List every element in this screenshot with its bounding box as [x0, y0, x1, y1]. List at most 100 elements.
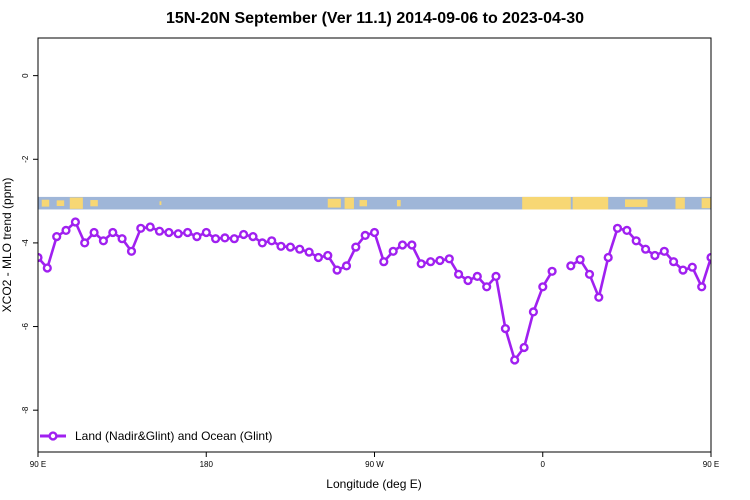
- data-point: [173, 229, 183, 239]
- data-point: [201, 227, 211, 238]
- map-land-area: [69, 197, 83, 209]
- map-land-area: [56, 200, 65, 207]
- data-point: [622, 225, 632, 236]
- map-strip: [38, 196, 745, 210]
- data-point: [435, 255, 445, 266]
- chart-title: 15N-20N September (Ver 11.1) 2014-09-06 …: [165, 10, 584, 27]
- data-point: [323, 250, 333, 261]
- data-point: [136, 223, 146, 233]
- map-land-area: [572, 196, 609, 210]
- data-point: [584, 269, 595, 279]
- data-point: [332, 265, 342, 275]
- legend-label: Land (Nadir&Glint) and Ocean (Glint): [75, 429, 272, 443]
- series-line: [38, 220, 554, 362]
- data-point: [575, 255, 585, 265]
- map-land-area: [41, 199, 50, 207]
- x-tick-label: 90 W: [365, 460, 384, 469]
- x-tick-label: 90 E: [703, 460, 719, 469]
- y-tick-label: -8: [21, 406, 30, 414]
- data-point: [566, 261, 576, 271]
- data-point: [454, 269, 464, 279]
- data-point: [313, 252, 324, 263]
- data-point: [145, 222, 155, 232]
- data-point: [697, 282, 707, 292]
- data-point: [594, 292, 604, 302]
- data-point: [416, 259, 426, 269]
- data-point: [388, 246, 398, 256]
- data-point: [717, 265, 724, 272]
- data-point: [304, 247, 314, 257]
- data-point: [500, 324, 511, 334]
- data-point: [89, 227, 99, 238]
- data-point: [528, 307, 539, 317]
- data-point: [192, 232, 202, 242]
- data-point: [183, 227, 193, 238]
- x-axis: 90 E 180 90 W 0 90 E: [30, 452, 719, 469]
- data-point: [38, 252, 43, 263]
- data-point: [52, 232, 62, 242]
- data-point: [736, 227, 743, 234]
- data-point: [239, 229, 249, 240]
- data-point: [538, 282, 548, 292]
- data-point: [211, 234, 221, 244]
- map-land-area: [675, 197, 685, 209]
- data-point: [379, 257, 389, 267]
- x-tick-label: 180: [200, 460, 214, 469]
- x-tick-label: 0: [541, 460, 546, 469]
- data-point: [668, 257, 679, 267]
- data-point: [360, 230, 370, 241]
- data-point: [229, 234, 239, 244]
- y-axis-label: XCO2 - MLO trend (ppm): [0, 178, 14, 313]
- data-point: [80, 238, 90, 248]
- data-point: [248, 232, 258, 242]
- data-point: [285, 242, 296, 252]
- data-point: [482, 282, 492, 292]
- y-axis: 0 -2 -4 -6 -8: [21, 73, 38, 414]
- data-point: [678, 265, 688, 275]
- map-land-area: [344, 197, 354, 209]
- x-axis-label: Longitude (deg E): [326, 477, 421, 491]
- data-point: [154, 226, 165, 236]
- map-land-area: [625, 199, 648, 207]
- data-point: [70, 217, 81, 227]
- map-land-area: [741, 200, 745, 206]
- series-line: [570, 227, 711, 299]
- data-point: [510, 355, 520, 365]
- data-point: [295, 244, 305, 254]
- map-land-area: [396, 200, 401, 207]
- data-point: [491, 271, 501, 282]
- series-layer: [38, 217, 750, 365]
- data-point: [426, 257, 436, 267]
- legend: Land (Nadir&Glint) and Ocean (Glint): [40, 429, 272, 443]
- data-point: [687, 262, 697, 272]
- map-land-area: [701, 198, 711, 209]
- map-land-area: [159, 201, 162, 206]
- data-point: [117, 234, 127, 244]
- data-point: [267, 236, 277, 246]
- legend-marker-swatch: [48, 431, 58, 441]
- data-point: [463, 275, 473, 286]
- y-tick-label: 0: [21, 73, 30, 78]
- map-land-area: [359, 200, 368, 207]
- data-point: [351, 242, 361, 252]
- map-land-area: [522, 196, 571, 210]
- data-point: [108, 227, 118, 238]
- data-point: [369, 227, 380, 238]
- data-point: [603, 252, 613, 263]
- data-point: [612, 223, 623, 233]
- y-tick-label: -6: [21, 322, 30, 330]
- data-point: [745, 219, 750, 226]
- data-point: [472, 271, 482, 282]
- data-point: [397, 240, 408, 250]
- map-ocean-band: [38, 196, 711, 210]
- data-point: [640, 244, 651, 254]
- data-point: [407, 240, 417, 250]
- y-tick-label: -2: [21, 155, 30, 163]
- data-point: [650, 250, 660, 261]
- data-point: [659, 246, 669, 256]
- data-point: [257, 238, 267, 248]
- data-point: [61, 225, 71, 236]
- data-point: [220, 233, 230, 243]
- y-tick-label: -4: [21, 239, 30, 247]
